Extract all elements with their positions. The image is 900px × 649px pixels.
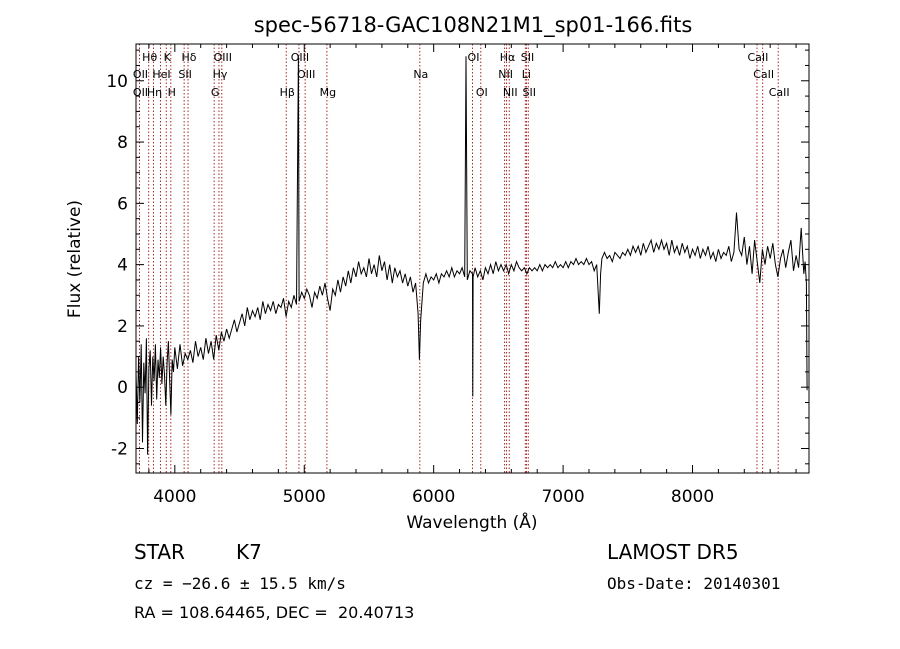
x-tick-label: 8000 (671, 487, 714, 507)
line-label: OII (133, 68, 148, 81)
spectrum-series-line (135, 56, 808, 455)
line-label: CaII (753, 68, 774, 81)
y-tick-label: 2 (117, 317, 128, 337)
line-label: CaII (769, 86, 790, 99)
y-tick-label: 8 (117, 133, 128, 153)
y-tick-label: 6 (117, 194, 128, 214)
y-tick-label: 0 (117, 378, 128, 398)
x-tick-label: 4000 (153, 487, 196, 507)
line-label: Hη (147, 86, 162, 99)
line-label: OI (468, 51, 480, 64)
x-tick-label: 6000 (412, 487, 455, 507)
line-label: SII (523, 86, 536, 99)
object-subclass: K7 (236, 540, 262, 564)
line-label: OII (133, 86, 148, 99)
observation-date: Obs-Date: 20140301 (607, 574, 781, 593)
line-label: NII (503, 86, 518, 99)
plot-frame (135, 43, 810, 474)
redshift-cz: cz = −26.6 ± 15.5 km/s (134, 574, 346, 593)
line-label: SII (521, 51, 534, 64)
line-label: Hγ (213, 68, 228, 81)
y-tick-label: 10 (106, 72, 128, 92)
x-tick-label: 7000 (541, 487, 584, 507)
line-label: SII (178, 68, 191, 81)
line-label: Hβ (280, 86, 295, 99)
chart-title: spec-56718-GAC108N21M1_sp01-166.fits (254, 13, 693, 38)
ra-dec: RA = 108.64465, DEC = 20.40713 (134, 603, 415, 622)
y-tick-label: 4 (117, 256, 128, 276)
y-axis-label: Flux (relative) (65, 200, 85, 318)
line-label: Hθ (142, 51, 157, 64)
line-label: NII (498, 68, 513, 81)
line-label: Li (522, 68, 531, 81)
line-label: H (168, 86, 176, 99)
line-label: OIII (291, 51, 309, 64)
emission-line-markers (138, 44, 779, 473)
line-label: OI (476, 86, 488, 99)
line-label: OIII (214, 51, 232, 64)
line-label: Na (413, 68, 428, 81)
line-label: Mg (320, 86, 336, 99)
line-label: G (211, 86, 220, 99)
line-label: OIII (297, 68, 315, 81)
y-tick-label: -2 (111, 439, 128, 459)
line-label: Hδ (182, 51, 197, 64)
line-label: CaII (748, 51, 769, 64)
line-label: K (164, 51, 172, 64)
y-axis-ticks: -2 0 2 4 6 8 10 (106, 49, 809, 465)
x-tick-label: 5000 (283, 487, 326, 507)
survey-name: LAMOST DR5 (607, 540, 739, 564)
line-label: Hα (500, 51, 516, 64)
x-axis-ticks: 4000 5000 6000 7000 8000 (148, 44, 797, 507)
object-class: STAR (134, 540, 185, 564)
line-label: HeI (152, 68, 170, 81)
x-axis-label: Wavelength (Å) (406, 511, 537, 533)
